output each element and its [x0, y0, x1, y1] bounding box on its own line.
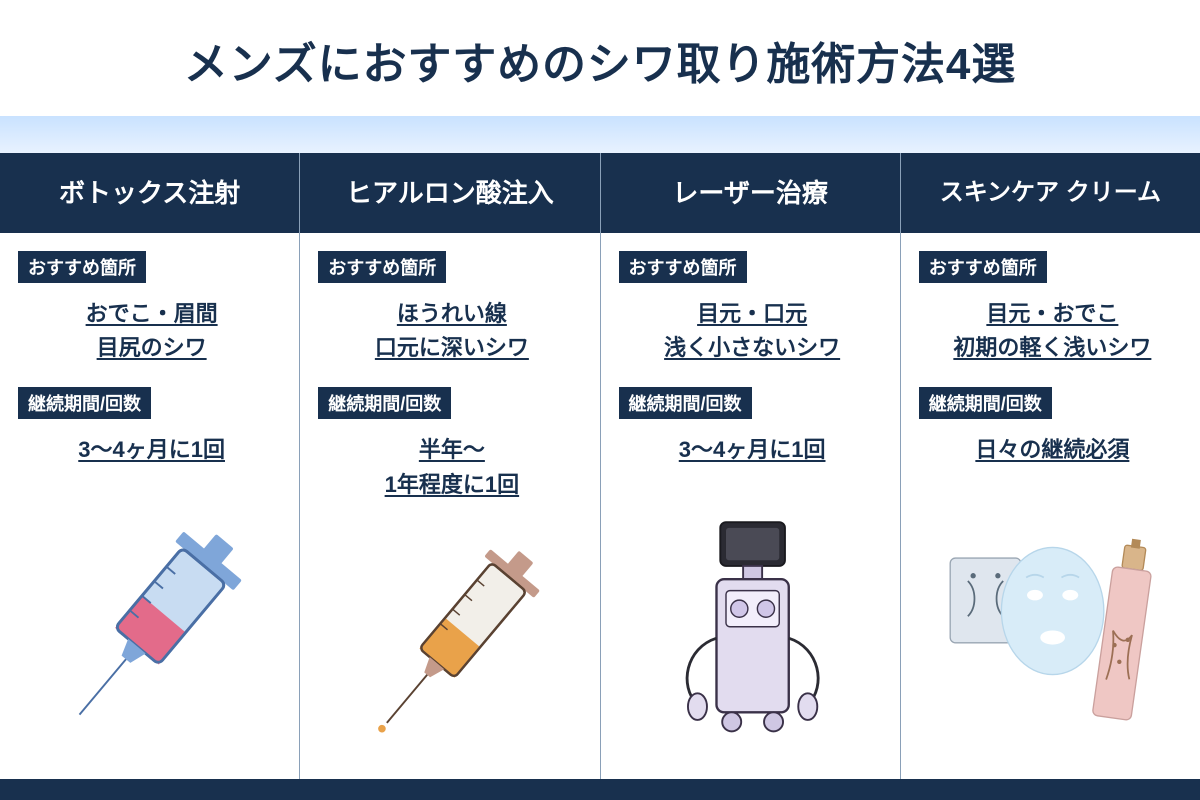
column-body: おすすめ箇所 目元・口元 浅く小さないシワ 継続期間/回数 3〜4ヶ月に1回 [601, 233, 900, 779]
infographic-root: メンズにおすすめのシワ取り施術方法4選 ボトックス注射 おすすめ箇所 おでこ・眉… [0, 0, 1200, 800]
frequency-value: 日々の継続必須 [919, 429, 1186, 467]
column-skincare: スキンケア クリーム おすすめ箇所 目元・おでこ 初期の軽く浅いシワ 継続期間/… [901, 153, 1200, 779]
frequency-tag: 継続期間/回数 [919, 387, 1052, 419]
recommend-tag: おすすめ箇所 [318, 251, 446, 283]
column-botox: ボトックス注射 おすすめ箇所 おでこ・眉間 目尻のシワ 継続期間/回数 3〜4ヶ… [0, 153, 300, 779]
frequency-tag: 継続期間/回数 [18, 387, 151, 419]
frequency-tag: 継続期間/回数 [318, 387, 451, 419]
recommend-tag: おすすめ箇所 [18, 251, 146, 283]
column-hyaluronic: ヒアルロン酸注入 おすすめ箇所 ほうれい線 口元に深いシワ 継続期間/回数 半年… [300, 153, 600, 779]
laser-machine-icon [619, 478, 886, 779]
title-bar: メンズにおすすめのシワ取り施術方法4選 [0, 0, 1200, 116]
column-body: おすすめ箇所 ほうれい線 口元に深いシワ 継続期間/回数 半年〜 1年程度に1回 [300, 233, 599, 779]
column-body: おすすめ箇所 目元・おでこ 初期の軽く浅いシワ 継続期間/回数 日々の継続必須 [901, 233, 1200, 779]
recommend-value: ほうれい線 口元に深いシワ [318, 293, 585, 365]
syringe-botox-icon [18, 478, 285, 779]
skincare-set-icon [919, 478, 1186, 779]
recommend-tag: おすすめ箇所 [619, 251, 747, 283]
frequency-value: 半年〜 1年程度に1回 [318, 429, 585, 501]
recommend-value: 目元・口元 浅く小さないシワ [619, 293, 886, 365]
syringe-hyaluronic-icon [318, 512, 585, 779]
recommend-value: 目元・おでこ 初期の軽く浅いシワ [919, 293, 1186, 365]
column-header: レーザー治療 [601, 153, 900, 233]
recommend-value: おでこ・眉間 目尻のシワ [18, 293, 285, 365]
frequency-tag: 継続期間/回数 [619, 387, 752, 419]
frequency-value: 3〜4ヶ月に1回 [619, 429, 886, 467]
footer-bar [0, 779, 1200, 800]
page-title: メンズにおすすめのシワ取り施術方法4選 [0, 28, 1200, 92]
column-header: ボトックス注射 [0, 153, 299, 233]
recommend-tag: おすすめ箇所 [919, 251, 1047, 283]
column-header: スキンケア クリーム [901, 153, 1200, 233]
column-body: おすすめ箇所 おでこ・眉間 目尻のシワ 継続期間/回数 3〜4ヶ月に1回 [0, 233, 299, 779]
column-laser: レーザー治療 おすすめ箇所 目元・口元 浅く小さないシワ 継続期間/回数 3〜4… [601, 153, 901, 779]
columns-container: ボトックス注射 おすすめ箇所 おでこ・眉間 目尻のシワ 継続期間/回数 3〜4ヶ… [0, 153, 1200, 779]
gradient-strip [0, 116, 1200, 153]
frequency-value: 3〜4ヶ月に1回 [18, 429, 285, 467]
column-header: ヒアルロン酸注入 [300, 153, 599, 233]
